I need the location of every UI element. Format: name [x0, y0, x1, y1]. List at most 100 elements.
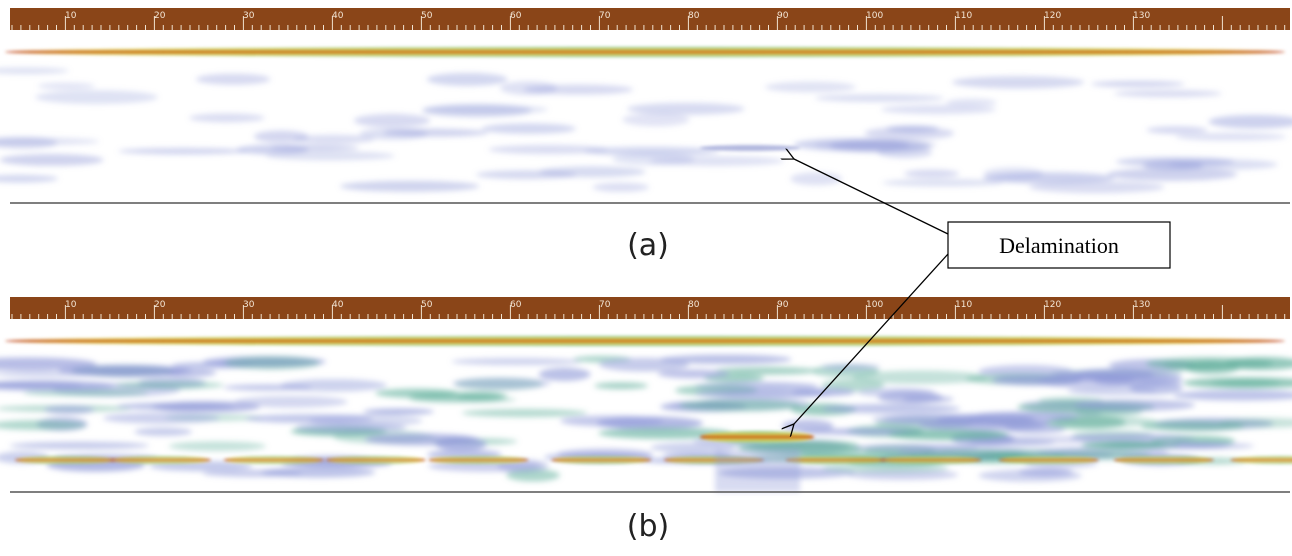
radar-blobs [0, 67, 1292, 194]
radar-blob [1146, 126, 1208, 134]
radar-blob [851, 443, 979, 452]
bottom-band [110, 456, 211, 464]
bottom-band [998, 456, 1099, 464]
scale-label: 20 [154, 11, 166, 21]
scale-label: 50 [421, 11, 433, 21]
radar-blob [1028, 181, 1165, 194]
annotation-text: Delamination [999, 233, 1119, 258]
radar-blob [118, 148, 249, 155]
radar-blob [903, 169, 960, 178]
radar-blob [1113, 90, 1222, 98]
shadow-zone [715, 449, 800, 492]
radar-blob [1183, 377, 1292, 389]
radar-blob [0, 371, 95, 378]
delamination-trace [700, 145, 800, 151]
radar-blob [764, 81, 857, 93]
radar-panel: 10 20 30 40 50 60 70 80 90 100 110 120 130 (a) [0, 8, 1292, 263]
scale-label: 40 [332, 11, 344, 21]
radar-blob [821, 379, 885, 392]
bottom-band [15, 456, 115, 464]
radar-blob [814, 94, 945, 103]
bottom-band [223, 456, 324, 464]
radar-blob [857, 387, 936, 398]
radar-blob [594, 382, 649, 390]
radar-blob [951, 76, 1085, 89]
radar-blob [622, 113, 690, 127]
scale-label: 110 [955, 300, 972, 310]
radar-blob [880, 104, 997, 115]
radar-blob [293, 134, 375, 144]
radar-blob [426, 72, 508, 86]
scale-label: 110 [955, 11, 972, 21]
radar-blob [1168, 159, 1278, 170]
radar-blob [102, 412, 220, 424]
scale-label: 100 [866, 11, 883, 21]
scale-label: 70 [599, 300, 611, 310]
radar-blob [538, 367, 591, 381]
radar-blob [408, 391, 503, 401]
scale-label: 40 [332, 300, 344, 310]
scale-label: 130 [1133, 300, 1150, 310]
bottom-band [881, 456, 982, 464]
radar-blob [657, 369, 730, 379]
radar-blob [0, 174, 59, 183]
scale-label: 130 [1133, 11, 1150, 21]
radar-blob [134, 427, 193, 436]
bottom-band [1113, 456, 1214, 464]
radar-blob [560, 415, 664, 427]
scale-label: 20 [154, 300, 166, 310]
radar-blob [245, 414, 374, 424]
scale-label: 120 [1044, 300, 1061, 310]
radar-blob [650, 442, 736, 453]
bottom-band [1230, 456, 1292, 464]
radar-blob [659, 354, 792, 365]
radar-blob [627, 102, 745, 115]
radar-blob [821, 463, 950, 474]
radar-blob [236, 144, 309, 155]
radar-blob [887, 429, 1009, 441]
radar-blob [295, 422, 407, 433]
scale-label: 10 [65, 300, 77, 310]
scale-label: 60 [510, 11, 522, 21]
radar-blob [978, 469, 1082, 482]
radar-blob [598, 357, 689, 372]
radar-panel: 10 20 30 40 50 60 70 80 90 100 110 120 130 (b) [0, 297, 1292, 544]
radar-blob [902, 395, 954, 403]
radar-blob [475, 170, 577, 180]
radar-blob [612, 153, 695, 166]
radar-blob [359, 128, 428, 140]
radar-blob [592, 182, 650, 192]
radar-blob [461, 408, 588, 418]
radar-blob [851, 370, 988, 385]
radar-blob [364, 433, 479, 446]
radar-blob [488, 144, 609, 155]
radar-blob [714, 366, 820, 375]
radar-blob [195, 73, 271, 85]
radar-blob [1073, 399, 1196, 411]
scale-label: 120 [1044, 11, 1061, 21]
radar-blob [987, 418, 1050, 427]
panels: 10 20 30 40 50 60 70 80 90 100 110 120 130 (a) 10 20 30 4… [0, 8, 1292, 544]
radar-blob [793, 138, 910, 152]
radar-blob [223, 384, 313, 391]
panel-label: (a) [627, 228, 669, 263]
radar-blob [506, 468, 560, 482]
radar-blob [679, 399, 802, 412]
radar-blob [44, 405, 95, 415]
surface-band [5, 336, 1285, 346]
scale-label: 100 [866, 300, 883, 310]
ruler [10, 8, 1290, 30]
radar-blob [1054, 369, 1182, 382]
radar-blob [253, 130, 309, 143]
radar-blob [821, 363, 881, 371]
scale-label: 90 [777, 11, 789, 21]
radar-blob [982, 172, 1115, 184]
scale-label: 10 [65, 11, 77, 21]
radar-blob [224, 355, 321, 370]
radar-blob [583, 146, 719, 156]
arrow [794, 253, 949, 424]
radar-blob [969, 438, 1056, 447]
radar-blob [189, 113, 265, 123]
radar-blob [339, 180, 480, 192]
radar-blob [1173, 390, 1292, 401]
